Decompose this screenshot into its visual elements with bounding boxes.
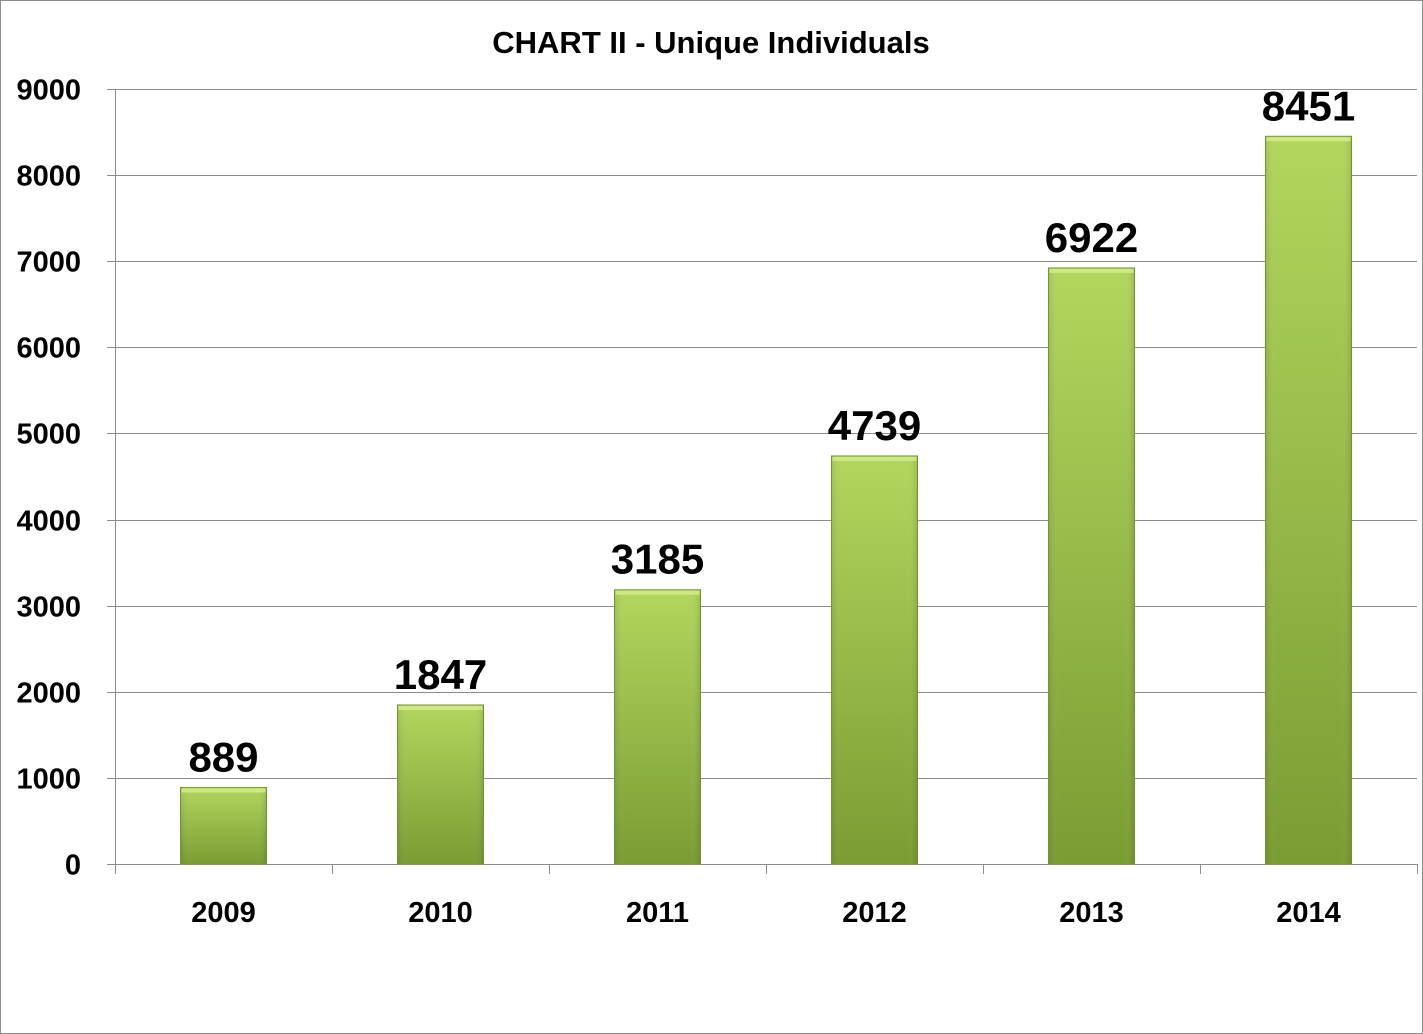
x-tick-label: 2014 — [1276, 897, 1341, 929]
bar-shading — [397, 704, 484, 864]
y-tick-label: 6000 — [16, 333, 81, 365]
data-label-2009: 889 — [188, 733, 258, 780]
y-tick-label: 7000 — [16, 247, 81, 279]
bar-shading — [831, 455, 918, 864]
bar-highlight — [615, 590, 700, 595]
x-tick-label: 2009 — [191, 897, 256, 929]
x-tick-label: 2010 — [408, 897, 473, 929]
y-tick-label: 5000 — [16, 419, 81, 451]
bar-highlight — [832, 456, 917, 461]
gridlines — [115, 89, 1417, 779]
data-label-2014: 8451 — [1262, 82, 1355, 129]
data-label-2010: 1847 — [394, 651, 487, 698]
y-tick-label: 4000 — [16, 506, 81, 538]
bars — [180, 135, 1352, 865]
y-tick-label: 8000 — [16, 161, 81, 193]
bar-highlight — [398, 705, 483, 710]
x-tick-label: 2011 — [626, 897, 689, 929]
y-tick-label: 1000 — [16, 764, 81, 796]
data-labels: 889 1847 3185 4739 6922 8451 — [188, 82, 1355, 780]
bar-shading — [1048, 267, 1135, 864]
y-tick-label: 2000 — [16, 678, 81, 710]
x-tick-label: 2013 — [1059, 897, 1124, 929]
y-tick-label: 0 — [65, 850, 81, 882]
bar-shading — [180, 787, 267, 864]
axes: 0 1000 2000 3000 4000 5000 6000 7000 8000 9000 200… — [16, 75, 1418, 929]
y-tick-label: 9000 — [16, 75, 81, 107]
bar-highlight — [1049, 268, 1134, 273]
y-tick-label: 3000 — [16, 592, 81, 624]
bar-shading — [614, 589, 701, 864]
data-label-2012: 4739 — [828, 402, 921, 449]
data-label-2011: 3185 — [611, 536, 704, 583]
x-tick-label: 2012 — [842, 897, 907, 929]
bar-shading — [1265, 136, 1352, 864]
data-label-2013: 6922 — [1045, 214, 1138, 261]
chart-title: CHART II - Unique Individuals — [492, 25, 929, 60]
bar-highlight — [1266, 137, 1351, 142]
bar-highlight — [181, 788, 266, 793]
